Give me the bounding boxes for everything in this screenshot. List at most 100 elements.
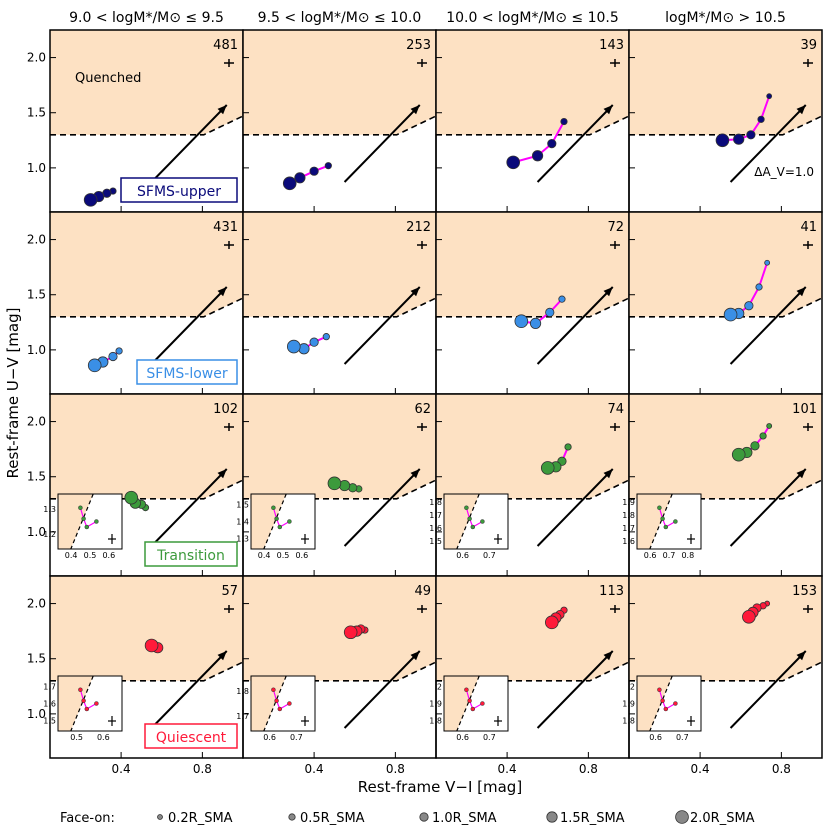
data-point [282, 176, 297, 191]
extinction-arrow-head [217, 469, 227, 479]
data-point [343, 625, 358, 640]
quenched-boundary [243, 115, 436, 136]
galaxy-count: 57 [221, 584, 238, 599]
extinction-arrow-head [603, 469, 613, 479]
inset-point [274, 698, 279, 703]
inset-point [467, 516, 472, 521]
inset-boundary [649, 494, 673, 549]
galaxy-count: 212 [406, 220, 431, 235]
extinction-arrow [343, 468, 421, 547]
quenched-region [436, 394, 629, 499]
quenched-region [50, 576, 243, 681]
quenched-boundary [629, 115, 822, 136]
inset-y-tick-label: 1.3 [236, 535, 249, 544]
extinction-arrow-head [217, 105, 227, 115]
panel-plot-area [629, 212, 822, 365]
inset-y-tick-label: 1.7 [429, 511, 442, 520]
inset-x-tick-label: 0.8 [681, 551, 694, 560]
inset-point [464, 505, 469, 510]
x-tick-label: 0.4 [691, 762, 710, 776]
column-title-4: logM*/M⊙ > 10.5 [665, 10, 786, 26]
data-point [755, 283, 763, 291]
y-tick-label: 2.0 [27, 51, 46, 65]
galaxy-count: 74 [607, 402, 624, 417]
inset-panel: 0.6 0.7 1.5 1.6 1.7 1.8 [429, 493, 509, 560]
galaxy-count: 481 [213, 38, 238, 53]
quenched-region [243, 212, 436, 317]
inset-x-tick-label: 0.6 [644, 551, 657, 560]
inset-panel: 0.4 0.5 0.6 1.2 1.3 [43, 493, 123, 560]
inset-frame [250, 493, 316, 550]
extinction-arrow-head [603, 287, 613, 297]
data-point [83, 193, 98, 207]
column-titles: 9.0 < logM*/M⊙ ≤ 9.5 9.5 < logM*/M⊙ ≤ 10.… [69, 10, 786, 26]
data-point [540, 461, 555, 475]
inset-track [272, 689, 290, 710]
panel-r1-c3: 143 [435, 29, 630, 213]
inset-track [658, 507, 676, 528]
inset-point [470, 524, 476, 530]
legend-entry: 0.5R_SMA [300, 811, 365, 826]
data-point [744, 301, 754, 311]
inset-y-tick-label: 1.6 [429, 524, 442, 533]
panel-r4-c3: 113 0.4 0.8 0.6 0.7 1.8 1.9 2 [429, 575, 630, 776]
inset-frame [636, 675, 702, 732]
column-title-1: 9.0 < logM*/M⊙ ≤ 9.5 [69, 10, 224, 26]
inset-boundary [70, 676, 94, 731]
extinction-arrow-head [796, 105, 806, 115]
extinction-arrow-head [796, 287, 806, 297]
extinction-arrow [536, 104, 614, 183]
inset-y-tick-label: 1.8 [429, 717, 442, 726]
inset-boundary [456, 494, 480, 549]
legend-marker [675, 810, 689, 824]
inset-y-tick-label: 1.8 [236, 687, 249, 696]
quenched-boundary [436, 297, 629, 318]
inset-point [277, 524, 283, 530]
x-tick-label: 0.8 [579, 762, 598, 776]
y-axis-label: Rest-frame U−V [mag] [4, 308, 22, 479]
panel-plot-area [436, 30, 629, 183]
data-point [564, 443, 572, 451]
extinction-arrow-head [796, 469, 806, 479]
column-title-3: 10.0 < logM*/M⊙ ≤ 10.5 [446, 10, 619, 26]
data-point [87, 358, 102, 373]
data-point [715, 133, 730, 148]
y-tick-label: 1.0 [27, 161, 46, 175]
data-point [766, 93, 773, 100]
inset-point [81, 698, 86, 703]
panel-r1-c4: 39 ΔA_V=1.0 [628, 29, 823, 213]
galaxy-count: 431 [213, 220, 238, 235]
panel-r4-c4: 153 0.4 0.8 0.6 0.7 1.8 1.9 2 [622, 575, 823, 776]
row-label: SFMS-lower [146, 366, 227, 382]
extinction-arrow-head [410, 105, 420, 115]
inset-panel: 0.6 0.7 0.8 1.6 1.7 1.8 1.9 [622, 493, 702, 560]
inset-y-tick-label: 1.5 [236, 500, 249, 509]
inset-x-tick-label: 0.7 [483, 733, 496, 742]
y-tick-label: 1.5 [27, 470, 46, 484]
extinction-arrow [150, 104, 228, 183]
inset-plot-area [637, 676, 695, 731]
inset-point [287, 701, 292, 706]
inset-point [657, 505, 662, 510]
data-point [764, 259, 771, 266]
inset-point [287, 519, 292, 524]
inset-point [673, 519, 678, 524]
inset-x-tick-label: 0.4 [258, 551, 271, 560]
data-point [733, 133, 745, 145]
inset-y-tick-label: 1.5 [43, 717, 56, 726]
inset-y-tick-label: 1.7 [622, 524, 635, 533]
inset-point [480, 519, 485, 524]
quenched-region [436, 212, 629, 317]
inset-x-tick-label: 0.6 [102, 551, 115, 560]
extinction-arrow [729, 468, 807, 547]
y-tick-label: 1.5 [27, 288, 46, 302]
y-tick-label: 1.0 [27, 707, 46, 721]
y-tick-label: 1.5 [27, 106, 46, 120]
extinction-arrow-head [217, 287, 227, 297]
inset-y-tick-label: 1.8 [622, 511, 635, 520]
inset-point [480, 701, 485, 706]
data-point [560, 117, 568, 126]
extinction-arrow [150, 650, 228, 729]
panel-plot-area [243, 212, 436, 365]
inset-point [94, 701, 99, 706]
